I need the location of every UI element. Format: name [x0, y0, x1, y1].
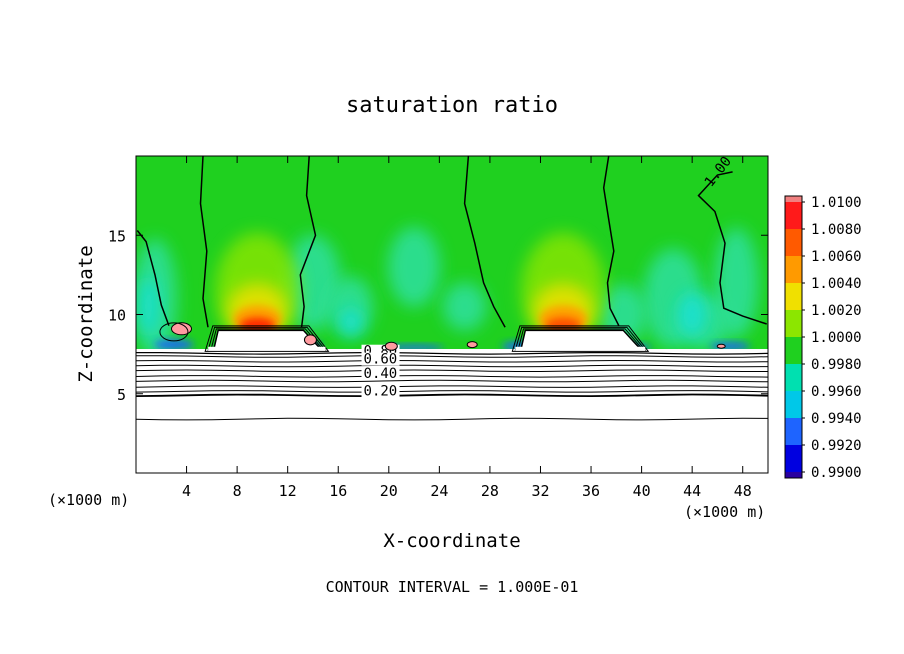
colorbar-label: 0.9920 — [811, 438, 862, 454]
cloud-outline — [213, 329, 322, 349]
y-axis: 5 10 15 — [108, 227, 768, 404]
cloud-outline — [520, 329, 641, 349]
contour-horizontal — [136, 393, 768, 398]
x-tick-label: 24 — [430, 482, 448, 500]
contour-interval-note: CONTOUR INTERVAL = 1.000E-01 — [326, 578, 579, 596]
x-axis: 4 8 12 16 20 24 28 32 36 40 44 48 — [182, 156, 752, 500]
x-tick-label: 16 — [329, 482, 347, 500]
y-tick-label: 10 — [108, 307, 126, 325]
cloud-outline — [511, 325, 650, 352]
x-tick-label: 48 — [734, 482, 752, 500]
colorbar-segment — [785, 310, 802, 337]
contour-1-00 — [136, 230, 170, 326]
colorbar-label: 1.0020 — [811, 303, 862, 319]
x-axis-label: X-coordinate — [383, 530, 520, 552]
contour-horizontal — [136, 417, 768, 421]
contour-horizontal — [136, 364, 768, 368]
cloud-fragment — [716, 343, 726, 349]
colorbar-label: 1.0040 — [811, 276, 862, 292]
x-tick-label: 44 — [683, 482, 701, 500]
colorbar-label: 0.9980 — [811, 357, 862, 373]
contour-label: 0.60 — [364, 352, 398, 368]
subsaturated-zone — [714, 227, 759, 338]
drying-band — [153, 339, 194, 350]
y-axis-label: Z-coordinate — [75, 245, 97, 382]
contour-horizontal — [136, 385, 768, 388]
x-tick-label: 32 — [531, 482, 549, 500]
subsaturated-zone — [388, 226, 441, 307]
field-shading — [136, 226, 759, 359]
x-unit-right: (×1000 m) — [684, 503, 765, 521]
cloud-fragment — [303, 334, 317, 346]
contour-label-bg — [361, 366, 400, 380]
colorbar-segment — [785, 391, 802, 418]
contour-1-00 — [697, 171, 767, 325]
colorbar-segment — [785, 256, 802, 283]
contour-horizontal — [136, 359, 768, 363]
colorbar-label: 1.0060 — [811, 249, 862, 265]
contour-label-bg — [361, 352, 400, 366]
x-tick-label: 36 — [582, 482, 600, 500]
x-tick-label: 40 — [633, 482, 651, 500]
contour-horizontal — [136, 390, 768, 393]
colorbar-label: 0.9940 — [811, 411, 862, 427]
colorbar-segment — [785, 445, 802, 472]
x-tick-label: 20 — [380, 482, 398, 500]
colorbar-segment — [785, 202, 802, 229]
y-tick-label: 5 — [117, 386, 126, 404]
contour-1-00 — [602, 156, 620, 326]
subsaturated-zone — [678, 292, 707, 337]
x-tick-label: 28 — [481, 482, 499, 500]
contour-label: 0.40 — [364, 366, 398, 382]
contour-horizontal — [136, 379, 768, 383]
colorbar-segment — [785, 337, 802, 364]
colorbar-label: 1.0100 — [811, 195, 862, 211]
subcloud-region — [136, 349, 768, 473]
contour-horizontal — [136, 355, 768, 358]
cloud-base — [515, 346, 646, 351]
chart-title: saturation ratio — [346, 93, 558, 118]
contour-1-00 — [299, 156, 317, 328]
colorbar-segment — [785, 283, 802, 310]
colorbar-segment — [785, 229, 802, 256]
colorbar-segment — [785, 418, 802, 445]
contour-label-bg — [361, 384, 400, 398]
cloud-base — [208, 346, 326, 351]
cloud-fragment — [159, 322, 189, 342]
cloud-outline — [204, 325, 330, 352]
subsaturated-zone — [442, 282, 487, 331]
subsaturated-zone — [338, 308, 363, 337]
x-tick-label: 4 — [182, 482, 191, 500]
colorbar-label: 0.9960 — [811, 384, 862, 400]
colorbar-segment — [785, 196, 802, 202]
x-tick-label: 8 — [233, 482, 242, 500]
subsaturated-zone — [284, 234, 341, 331]
cloud-regions — [159, 322, 726, 352]
colorbar-segment — [785, 472, 802, 478]
plot-area: 1.001.001.000.800.600.400.20 — [136, 156, 768, 473]
contour-1-00 — [463, 156, 506, 328]
cloud-fragment — [466, 341, 478, 349]
colorbar: 1.0100 1.0080 1.0060 1.0040 1.0020 1.0000 0.99… — [784, 195, 862, 481]
x-tick-label: 12 — [279, 482, 297, 500]
colorbar-label: 1.0080 — [811, 222, 862, 238]
colorbar-label: 1.0000 — [811, 330, 862, 346]
y-tick-label: 15 — [108, 227, 126, 245]
contour-1-00 — [199, 156, 209, 328]
x-unit-left: (×1000 m) — [48, 491, 129, 509]
contour-label: 0.20 — [364, 383, 398, 399]
cloud-fragment — [384, 341, 398, 351]
subsaturated-zone — [138, 276, 159, 337]
cloud-fragment — [171, 322, 193, 336]
contour-horizontal — [136, 369, 768, 372]
contour-horizontal — [136, 375, 768, 378]
contour-horizontal — [136, 352, 768, 355]
colorbar-label: 0.9900 — [811, 465, 862, 481]
subsaturated-zone — [598, 284, 647, 345]
colorbar-segment — [785, 364, 802, 391]
